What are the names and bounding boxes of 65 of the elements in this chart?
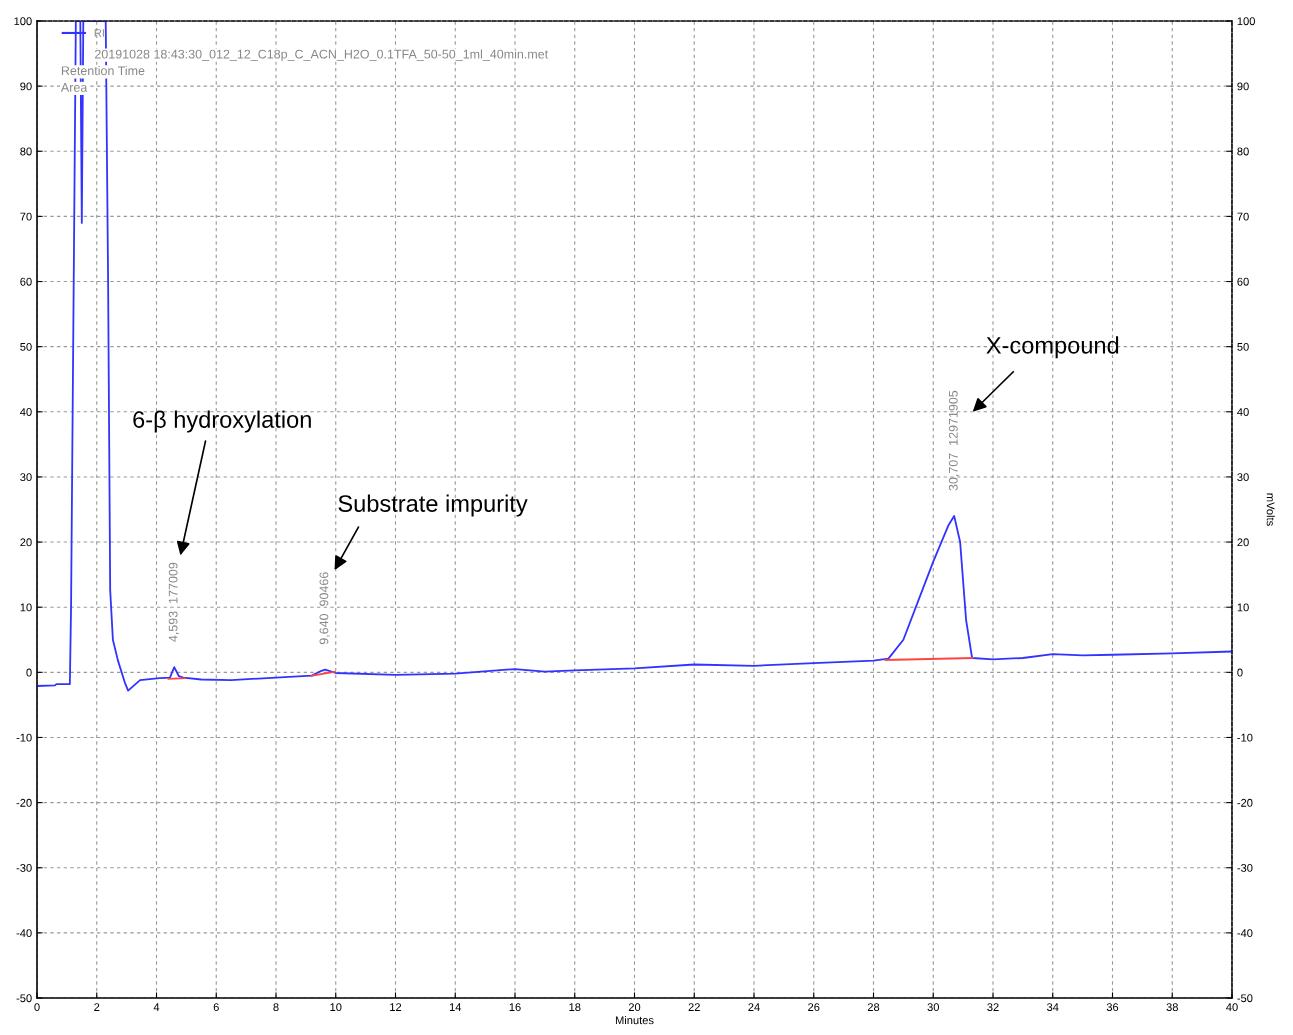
y-tick-label: -30 xyxy=(16,864,32,872)
x-tick-label: 10 xyxy=(330,1003,342,1012)
x-tick-label: 2 xyxy=(94,1003,100,1011)
x-tick-label: 22 xyxy=(688,1003,700,1011)
y2-tick-label: -20 xyxy=(1237,798,1253,807)
y-tick-label: 0 xyxy=(26,668,32,677)
x-tick-label: 12 xyxy=(390,1003,402,1011)
annotation: Substrate impurity xyxy=(338,494,528,517)
annotation: 30,707 12971905 xyxy=(948,390,960,491)
y-tick-label: 60 xyxy=(20,277,32,286)
y2-tick-label: 100 xyxy=(1237,17,1255,26)
y-tick-label: 20 xyxy=(20,538,32,547)
annotation: X-compound xyxy=(986,336,1119,359)
y-tick-label: 100 xyxy=(14,17,32,26)
y-tick-label: -40 xyxy=(16,929,32,937)
x-tick-label: 8 xyxy=(273,1003,279,1012)
annotation: 6-β hydroxylation xyxy=(133,410,311,433)
y2-tick-label: -30 xyxy=(1237,864,1253,872)
x-tick-label: 34 xyxy=(1046,1003,1059,1012)
legend-label: RI xyxy=(94,29,104,37)
y-tick-label: 40 xyxy=(20,408,32,416)
y2-tick-label: -10 xyxy=(1237,733,1253,742)
y2-tick-label: 90 xyxy=(1237,82,1249,91)
annotation: 20191028 18:43:30_012_12_C18p_C_ACN_H2O_0.1TFA_50-50_1ml_40min.met xyxy=(94,49,549,62)
x-tick-label: 36 xyxy=(1106,1003,1119,1012)
y2-tick-label: 10 xyxy=(1237,603,1249,612)
y2-tick-label: 0 xyxy=(1237,668,1243,677)
x-tick-label: 28 xyxy=(867,1003,880,1012)
y2-tick-label: 30 xyxy=(1237,473,1249,482)
x-tick-label: 24 xyxy=(748,1003,760,1011)
annotation: 4,593 177009 xyxy=(168,562,180,642)
y2-axis-title: mVolts xyxy=(1266,493,1275,526)
y2-tick-label: 80 xyxy=(1237,147,1249,156)
x-axis-title: Minutes xyxy=(615,1016,654,1025)
x-tick-label: 38 xyxy=(1166,1003,1178,1012)
y2-tick-label: 70 xyxy=(1237,212,1249,221)
x-tick-label: 16 xyxy=(509,1003,521,1012)
y2-tick-label: 60 xyxy=(1237,277,1249,286)
x-tick-label: 4 xyxy=(153,1003,160,1011)
x-tick-label: 30 xyxy=(927,1003,939,1012)
y-tick-label: -10 xyxy=(16,733,32,742)
x-tick-label: 40 xyxy=(1226,1003,1238,1012)
annotation: Retention Time xyxy=(61,65,145,76)
x-tick-label: 6 xyxy=(213,1003,219,1012)
y2-tick-label: 50 xyxy=(1237,342,1249,351)
x-tick-label: 20 xyxy=(628,1003,641,1012)
x-tick-label: 14 xyxy=(449,1003,462,1011)
y-tick-label: -50 xyxy=(16,994,32,1003)
y-tick-label: 90 xyxy=(20,82,32,91)
x-tick-label: 26 xyxy=(808,1003,820,1012)
y-tick-label: 10 xyxy=(20,603,32,612)
y-tick-label: 30 xyxy=(20,473,32,482)
y2-tick-label: -40 xyxy=(1237,929,1253,937)
x-tick-label: 32 xyxy=(987,1003,999,1012)
y-tick-label: 80 xyxy=(20,147,32,156)
y-tick-label: 70 xyxy=(20,212,32,221)
annotation: 9,640 90466 xyxy=(319,572,330,645)
y2-tick-label: -50 xyxy=(1237,994,1253,1003)
x-tick-label: 18 xyxy=(569,1003,581,1012)
annotation: Area xyxy=(60,83,88,92)
y-tick-label: 50 xyxy=(20,342,32,351)
y-tick-label: -20 xyxy=(16,798,32,807)
y2-tick-label: 20 xyxy=(1237,538,1249,547)
y2-tick-label: 40 xyxy=(1237,408,1249,416)
x-tick-label: 0 xyxy=(34,1003,40,1012)
